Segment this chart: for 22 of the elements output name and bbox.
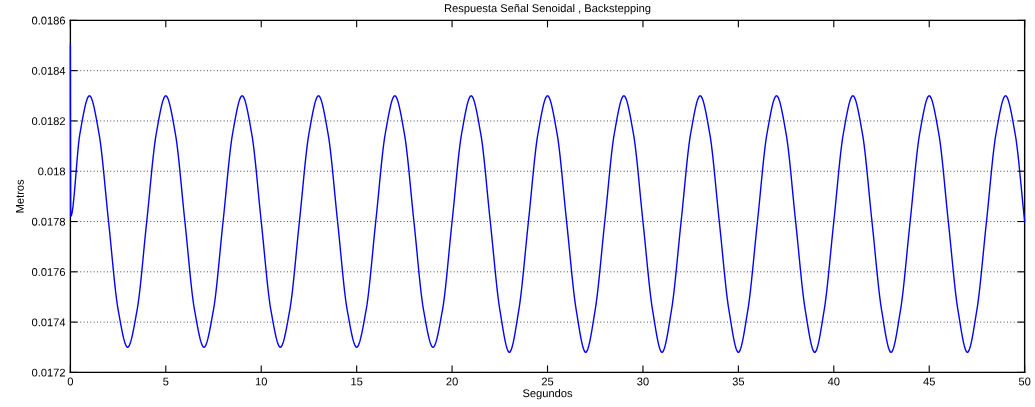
y-tick-label: 0.018	[38, 167, 66, 176]
x-axis-title: Segundos	[523, 389, 573, 400]
x-tick-label: 15	[351, 377, 363, 386]
chart-title: Respuesta Señal Senoidal , Backstepping	[444, 3, 651, 15]
x-tick-label: 0	[67, 377, 74, 386]
x-tick-label: 25	[541, 377, 554, 386]
y-tick-label: 0.0178	[31, 217, 66, 226]
x-tick-label: 30	[637, 377, 649, 386]
x-tick-label: 20	[446, 377, 458, 386]
y-tick-label: 0.0186	[31, 16, 66, 25]
x-tick-label: 10	[255, 377, 267, 386]
y-tick-label: 0.0176	[31, 268, 66, 276]
x-tick-label: 5	[163, 377, 169, 386]
x-tick-label: 45	[923, 377, 935, 386]
y-axis-title: Metros	[16, 179, 24, 213]
x-tick-label: 50	[1018, 377, 1031, 386]
y-tick-label: 0.0174	[31, 318, 66, 327]
x-tick-label: 35	[732, 377, 745, 386]
y-tick-label: 0.0184	[31, 66, 66, 75]
x-tick-label: 40	[827, 377, 840, 386]
y-tick-label: 0.0182	[31, 117, 65, 126]
y-tick-label: 0.0172	[31, 368, 65, 377]
